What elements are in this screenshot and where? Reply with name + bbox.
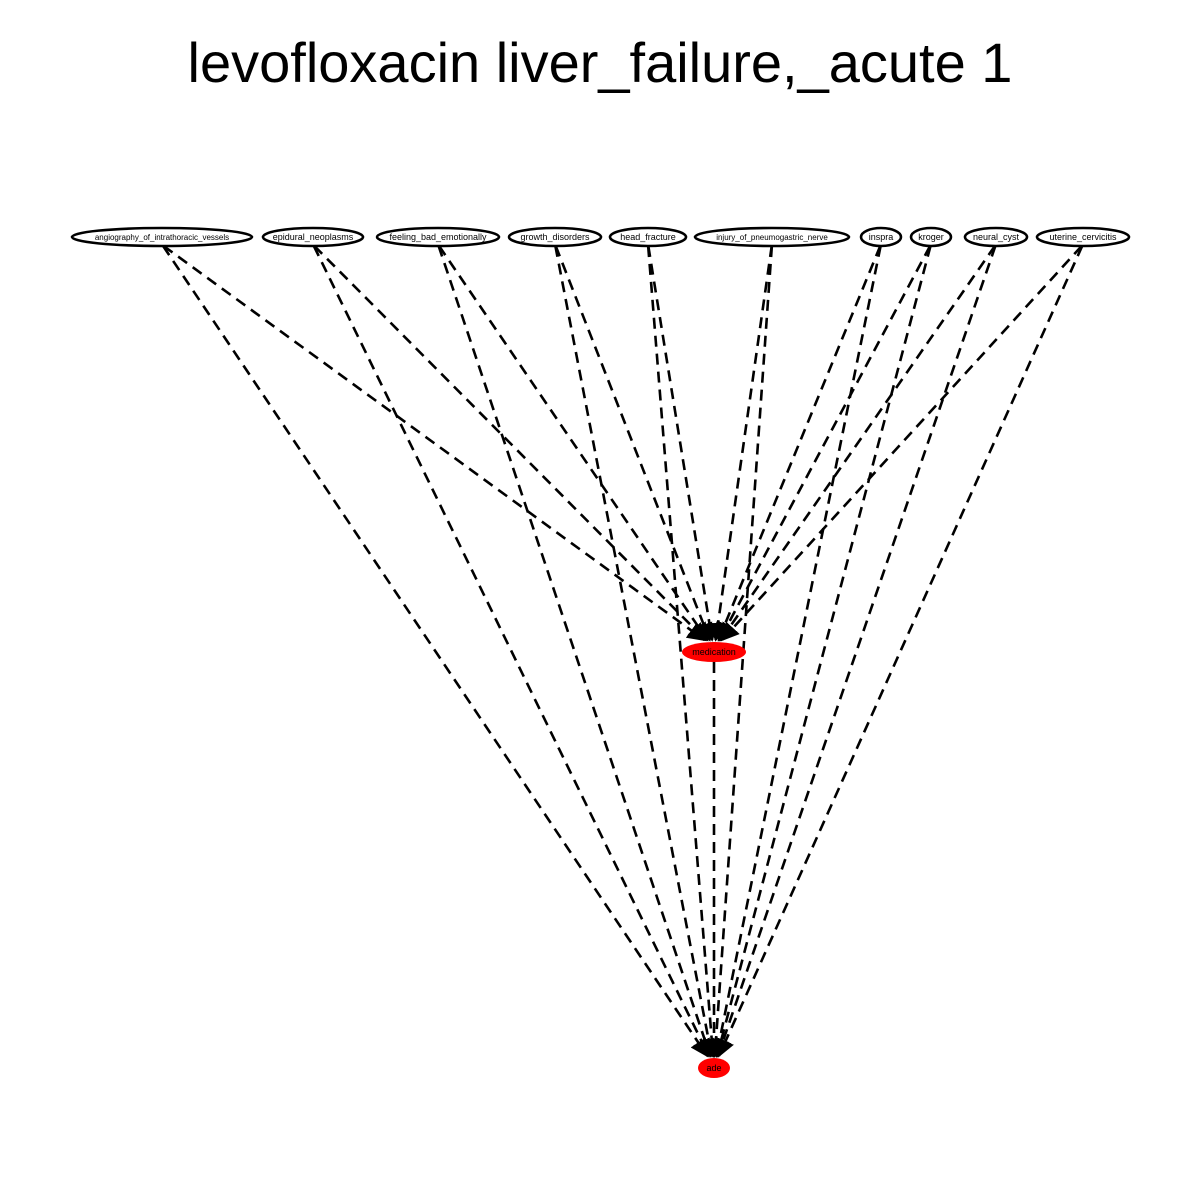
node-shape <box>608 226 688 248</box>
edge-epidural_neoplasms-to-ade <box>312 245 710 1058</box>
node-label: angiography_of_intrathoracic_vessels <box>95 233 229 242</box>
node-shape <box>1035 226 1131 248</box>
edge-neural_cyst-to-ade <box>714 245 997 1058</box>
node-kroger: kroger <box>909 226 953 248</box>
node-uterine-cervicitis: uterine_cervicitis <box>1035 226 1131 248</box>
edge-inspra-to-ade <box>710 245 882 1058</box>
edge-uterine_cervicitis-to-medication <box>720 245 1083 642</box>
edge-growth_disorders-to-ade <box>554 245 718 1058</box>
node-feeling-bad-emotionally: feeling_bad_emotionally <box>375 226 501 248</box>
edge-head_fracture-to-medication <box>647 245 719 642</box>
page-title: levofloxacin liver_failure,_acute 1 <box>187 31 1013 94</box>
node-epidural-neoplasms: epidural_neoplasms <box>261 226 365 248</box>
node-shape <box>859 226 903 248</box>
node-injury-of-pneumogastric-nerve: injury_of_pneumogastric_nerve <box>693 226 851 248</box>
edges-layer <box>162 244 1084 1058</box>
node-shape <box>70 226 254 248</box>
nodes-layer: angiography_of_intrathoracic_vessels epid… <box>70 226 1131 1078</box>
edge-feeling_bad_emotionally-to-ade <box>437 245 714 1058</box>
edge-growth_disorders-to-medication <box>554 245 713 642</box>
node-label: inspra <box>869 232 894 242</box>
node-label: kroger <box>918 232 944 242</box>
edge-angiography_of_intrathoracic_vessels-to-medication <box>162 244 706 642</box>
edge-kroger-to-ade <box>712 245 932 1058</box>
node-angiography-of-intrathoracic-vessels: angiography_of_intrathoracic_vessels <box>70 226 254 248</box>
node-shape <box>375 226 501 248</box>
node-ade: ade <box>698 1058 730 1078</box>
edge-kroger-to-medication <box>718 245 932 642</box>
edge-uterine_cervicitis-to-ade <box>717 245 1084 1058</box>
node-label: epidural_neoplasms <box>273 232 354 242</box>
node-label: injury_of_pneumogastric_nerve <box>716 233 828 242</box>
node-shape <box>963 226 1029 248</box>
node-shape <box>909 226 953 248</box>
node-label: neural_cyst <box>973 232 1020 242</box>
node-shape <box>698 1058 730 1078</box>
edge-angiography_of_intrathoracic_vessels-to-ade <box>162 245 709 1058</box>
node-label: uterine_cervicitis <box>1049 232 1117 242</box>
edge-epidural_neoplasms-to-medication <box>313 245 707 642</box>
edge-neural_cyst-to-medication <box>719 245 996 642</box>
node-growth-disorders: growth_disorders <box>507 226 603 248</box>
node-neural-cyst: neural_cyst <box>963 226 1029 248</box>
node-inspra: inspra <box>859 226 903 248</box>
node-label: medication <box>692 647 736 657</box>
node-label: feeling_bad_emotionally <box>389 232 487 242</box>
node-label: growth_disorders <box>520 232 590 242</box>
node-shape <box>682 642 746 662</box>
node-medication: medication <box>682 642 746 662</box>
node-shape <box>693 226 851 248</box>
node-head-fracture: head_fracture <box>608 226 688 248</box>
node-shape <box>507 226 603 248</box>
edge-injury_of_pneumogastric_nerve-to-medication <box>708 245 774 642</box>
node-shape <box>261 226 365 248</box>
node-label: ade <box>706 1063 721 1073</box>
edge-feeling_bad_emotionally-to-medication <box>438 245 709 642</box>
node-label: head_fracture <box>620 232 676 242</box>
edge-head_fracture-to-ade <box>646 245 721 1058</box>
